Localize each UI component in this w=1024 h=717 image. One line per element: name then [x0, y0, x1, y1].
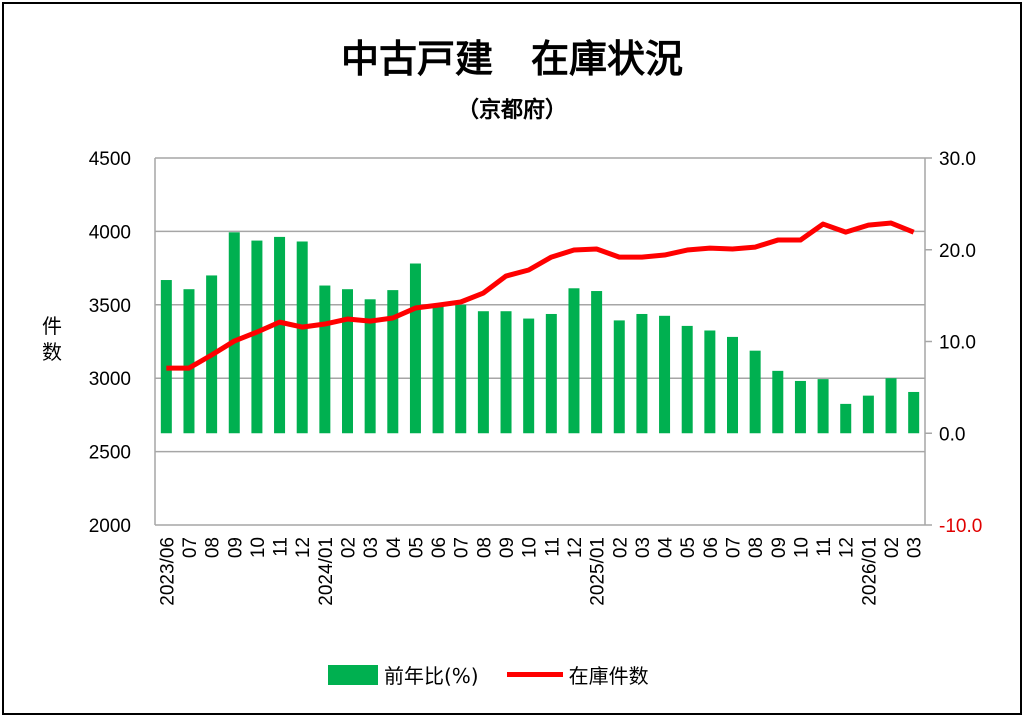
bar — [681, 325, 693, 434]
x-tick-label: 07 — [452, 537, 473, 558]
x-tick-label: 05 — [406, 537, 427, 558]
bar — [840, 403, 852, 434]
x-tick-label: 10 — [248, 537, 269, 558]
bar — [342, 289, 353, 434]
bar — [500, 311, 512, 434]
x-tick-label: 09 — [769, 537, 790, 558]
x-tick-label: 08 — [746, 537, 767, 558]
x-tick-label: 05 — [678, 537, 699, 558]
x-tick-label: 07 — [180, 537, 201, 558]
x-tick-label: 2023/06 — [157, 537, 178, 606]
y-tick-label: 4500 — [89, 149, 131, 170]
bar — [794, 380, 806, 434]
x-tick-label: 03 — [633, 537, 654, 558]
x-tick-label: 09 — [497, 537, 518, 558]
bar — [183, 289, 195, 434]
x-tick-label: 07 — [724, 537, 745, 558]
x-tick-label: 2025/01 — [588, 537, 609, 606]
bar — [613, 320, 625, 434]
legend-item-yoy: 前年比(%) — [328, 660, 479, 689]
bar — [704, 330, 716, 434]
x-tick-label: 06 — [429, 537, 450, 558]
legend: 前年比(%) 在庫件数 — [328, 660, 677, 689]
x-tick-label: 04 — [656, 537, 677, 559]
x-tick-label: 02 — [882, 537, 903, 558]
x-tick-label: 10 — [791, 537, 812, 558]
x-tick-label: 04 — [384, 537, 405, 559]
bar — [274, 236, 286, 434]
y-tick-label: 2000 — [89, 516, 131, 537]
bar — [727, 336, 738, 434]
y-tick-label: 4000 — [89, 222, 131, 243]
x-tick-label: 09 — [225, 537, 246, 558]
x-tick-label: 06 — [701, 537, 722, 558]
x-tick-label: 12 — [293, 537, 314, 558]
bar — [455, 304, 467, 434]
y2-tick-label: 10.0 — [939, 333, 976, 354]
y-axis-label: 件 — [42, 314, 62, 338]
y2-tick-label: 30.0 — [939, 149, 976, 170]
bar — [817, 379, 829, 434]
y2-tick-label: 20.0 — [939, 241, 976, 262]
x-tick-label: 08 — [474, 537, 495, 558]
y2-tick-label: -10.0 — [939, 516, 982, 537]
bar — [477, 311, 489, 434]
bar — [885, 378, 897, 434]
chart-subtitle: （京都府） — [456, 98, 567, 123]
x-tick-label: 11 — [814, 537, 835, 557]
x-tick-label: 02 — [610, 537, 631, 558]
bar — [862, 395, 874, 434]
bar — [251, 240, 263, 434]
x-tick-label: 11 — [542, 537, 563, 557]
legend-label-inventory: 在庫件数 — [568, 664, 649, 688]
bar — [319, 285, 331, 434]
y2-tick-label: 0.0 — [939, 424, 965, 445]
bar — [659, 315, 671, 434]
legend-line-swatch — [506, 672, 563, 677]
bar — [160, 280, 172, 434]
x-tick-label: 12 — [837, 537, 858, 558]
bar — [364, 299, 376, 434]
bar — [409, 263, 421, 434]
x-tick-label: 11 — [271, 537, 292, 557]
bar — [296, 241, 308, 434]
y-tick-label: 3000 — [89, 369, 131, 390]
y-tick-label: 2500 — [89, 443, 131, 464]
y-axis-label: 数 — [42, 340, 62, 364]
bar — [568, 288, 580, 434]
x-tick-label: 2026/01 — [859, 537, 880, 606]
x-tick-label: 12 — [565, 537, 586, 558]
bar — [523, 318, 535, 434]
x-tick-label: 10 — [520, 537, 541, 558]
legend-item-inventory: 在庫件数 — [506, 660, 649, 689]
bar — [387, 290, 399, 434]
bar — [772, 370, 784, 434]
bar — [749, 350, 761, 434]
bar — [432, 304, 444, 434]
legend-label-yoy: 前年比(%) — [384, 664, 479, 688]
bar — [636, 313, 648, 434]
bar — [908, 391, 920, 434]
legend-bar-swatch — [328, 664, 378, 685]
x-tick-label: 02 — [339, 537, 360, 558]
bar — [228, 232, 240, 434]
x-tick-label: 03 — [905, 537, 926, 558]
bar — [545, 313, 557, 434]
bar — [591, 291, 603, 434]
x-tick-label: 03 — [361, 537, 382, 558]
chart-title: 中古戸建 在庫状況 — [340, 37, 683, 81]
x-tick-label: 08 — [203, 537, 224, 558]
inventory-line — [166, 220, 915, 371]
y-tick-label: 3500 — [89, 296, 131, 317]
x-tick-label: 2024/01 — [316, 537, 337, 606]
